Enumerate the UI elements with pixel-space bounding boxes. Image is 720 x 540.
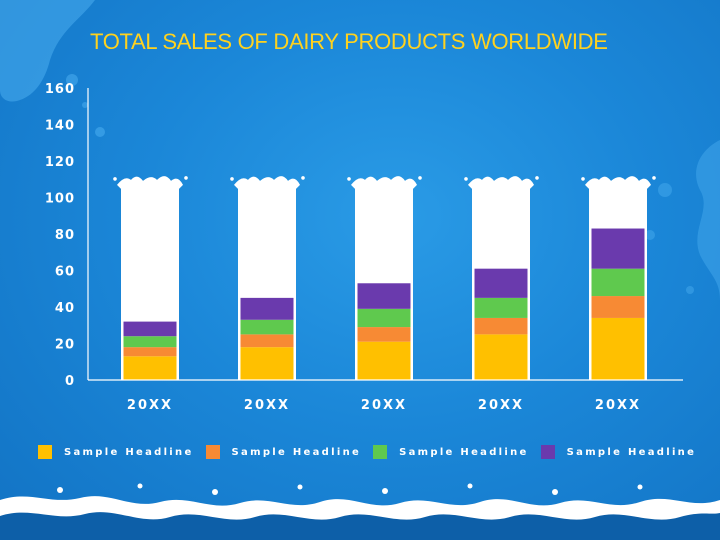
bar-segment xyxy=(123,321,177,337)
legend-swatch xyxy=(373,445,388,459)
bar-segment xyxy=(240,347,294,380)
bar-segment xyxy=(357,341,411,380)
legend-item: Sample Headline xyxy=(373,445,529,459)
legend-label: Sample Headline xyxy=(231,446,362,458)
bar-segment xyxy=(357,327,411,342)
bar-segment xyxy=(123,347,177,357)
y-tick-label: 60 xyxy=(55,265,75,280)
y-tick-label: 140 xyxy=(45,119,75,134)
bar-segment xyxy=(474,268,528,298)
bar-segments xyxy=(123,228,645,380)
x-tick-label: 20XX xyxy=(361,398,407,413)
splash-bottom-wave xyxy=(0,483,720,540)
y-tick-label: 120 xyxy=(45,155,75,170)
y-tick-label: 160 xyxy=(45,82,75,97)
bar-segment xyxy=(240,319,294,335)
bar-segment xyxy=(123,336,177,348)
legend-swatch xyxy=(540,445,555,459)
x-tick-label: 20XX xyxy=(244,398,290,413)
y-axis: 0 20 40 60 80 100 120 140 160 xyxy=(45,82,89,389)
legend-label: Sample Headline xyxy=(64,446,194,458)
y-tick-label: 80 xyxy=(55,228,75,243)
bar-segment xyxy=(357,283,411,309)
y-tick-label: 40 xyxy=(55,301,75,316)
bar-segment xyxy=(591,228,645,269)
legend-swatch xyxy=(205,445,220,459)
bar-segment xyxy=(591,268,645,297)
legend-label: Sample Headline xyxy=(566,446,697,458)
bar-segment xyxy=(591,317,645,380)
legend-item: Sample Headline xyxy=(38,445,194,459)
x-tick-label: 20XX xyxy=(478,398,524,413)
x-axis: 20XX 20XX 20XX 20XX 20XX xyxy=(88,379,683,413)
y-tick-label: 0 xyxy=(65,374,75,389)
bar-segment xyxy=(474,317,528,335)
legend: Sample Headline Sample Headline Sample Hea… xyxy=(38,442,708,462)
bar-segment xyxy=(357,308,411,328)
page-title: TOTAL SALES OF DAIRY PRODUCTS WORLDWIDE xyxy=(90,29,608,54)
legend-label: Sample Headline xyxy=(399,446,529,458)
bar-segment xyxy=(240,334,294,348)
bar-segment xyxy=(591,296,645,318)
bar-segment xyxy=(240,297,294,320)
y-tick-label: 20 xyxy=(55,338,75,353)
y-tick-label: 100 xyxy=(45,192,75,207)
bar-segment xyxy=(123,356,177,380)
bar-segment xyxy=(474,334,528,380)
x-tick-label: 20XX xyxy=(127,398,173,413)
legend-item: Sample Headline xyxy=(205,445,362,459)
legend-item: Sample Headline xyxy=(540,445,697,459)
bar-segment xyxy=(474,297,528,318)
legend-swatch xyxy=(38,445,52,459)
x-tick-label: 20XX xyxy=(595,398,641,413)
